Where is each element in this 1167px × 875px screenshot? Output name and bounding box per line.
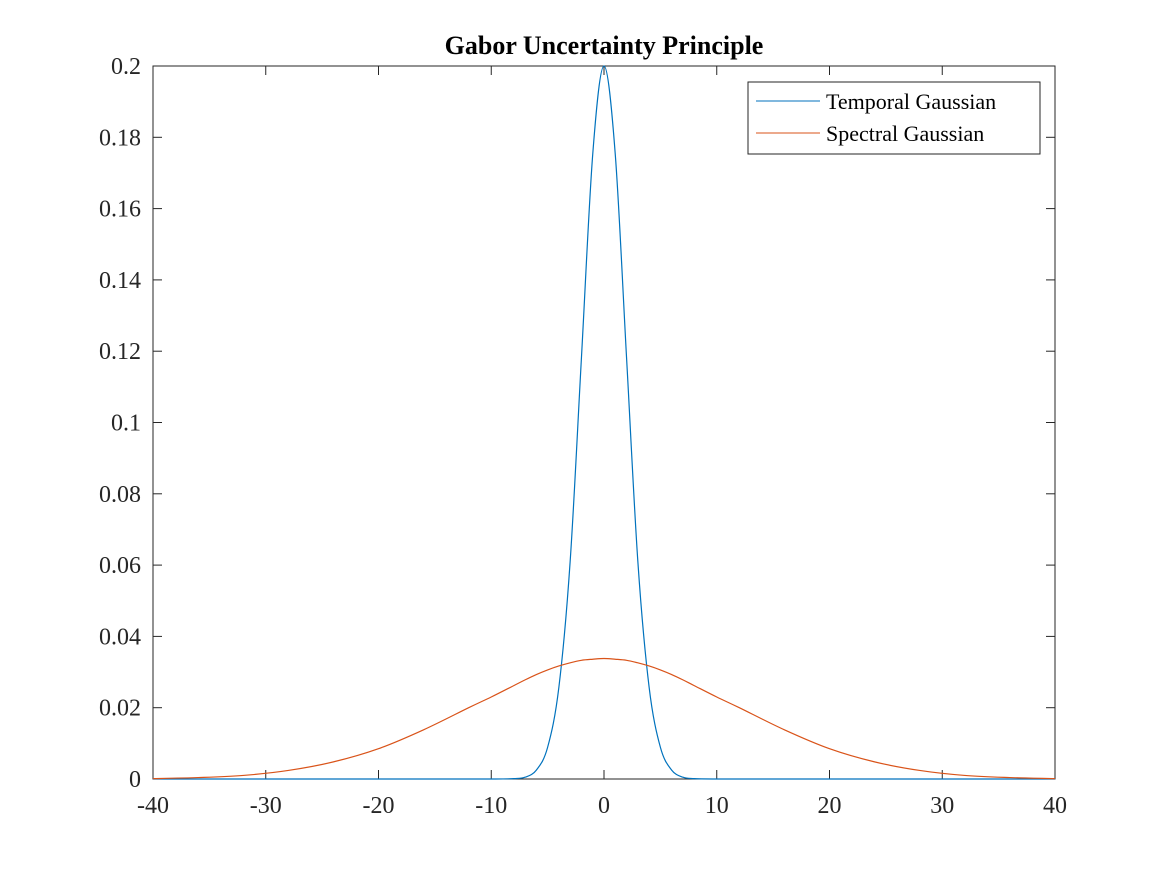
plot-area bbox=[152, 65, 1056, 780]
y-tick-label: 0.02 bbox=[99, 696, 141, 722]
y-tick-label: 0.1 bbox=[111, 411, 141, 437]
y-tick-label: 0.2 bbox=[111, 54, 141, 80]
x-tick-label: 30 bbox=[930, 793, 954, 819]
series-line-temporal bbox=[153, 65, 1055, 780]
y-tick-label: 0.18 bbox=[99, 125, 141, 151]
series-lines bbox=[152, 65, 1056, 780]
y-axis: 0 0.02 0.04 0.06 0.08 0.1 0.12 0.14 0.16 0.18 0.2 bbox=[99, 54, 1055, 793]
x-tick-label: -20 bbox=[363, 793, 395, 819]
legend-label-temporal: Temporal Gaussian bbox=[826, 89, 996, 114]
y-tick-label: 0.06 bbox=[99, 553, 141, 579]
legend-box bbox=[747, 81, 1041, 155]
x-tick-label: -10 bbox=[475, 793, 507, 819]
axes-box bbox=[152, 65, 1056, 780]
series-line-spectral bbox=[152, 657, 1056, 780]
y-tick-label: 0 bbox=[129, 767, 141, 793]
y-tick-label: 0.04 bbox=[99, 624, 141, 650]
x-tick-label: 0 bbox=[598, 793, 610, 819]
x-tick-label: 10 bbox=[705, 793, 729, 819]
y-tick-label: 0.12 bbox=[99, 339, 141, 365]
y-tick-label: 0.08 bbox=[99, 482, 141, 508]
y-tick-label: 0.16 bbox=[99, 197, 141, 223]
legend: Temporal Gaussian Spectral Gaussian bbox=[747, 81, 1041, 155]
x-tick-label: -40 bbox=[137, 793, 169, 819]
x-tick-label: 20 bbox=[818, 793, 842, 819]
x-axis: -40 -30 -20 -10 0 10 20 30 40 bbox=[137, 66, 1067, 819]
chart-title: Gabor Uncertainty Principle bbox=[445, 31, 764, 60]
x-tick-label: -30 bbox=[250, 793, 282, 819]
y-tick-label: 0.14 bbox=[99, 268, 141, 294]
legend-label-spectral: Spectral Gaussian bbox=[826, 121, 984, 146]
x-tick-label: 40 bbox=[1043, 793, 1067, 819]
